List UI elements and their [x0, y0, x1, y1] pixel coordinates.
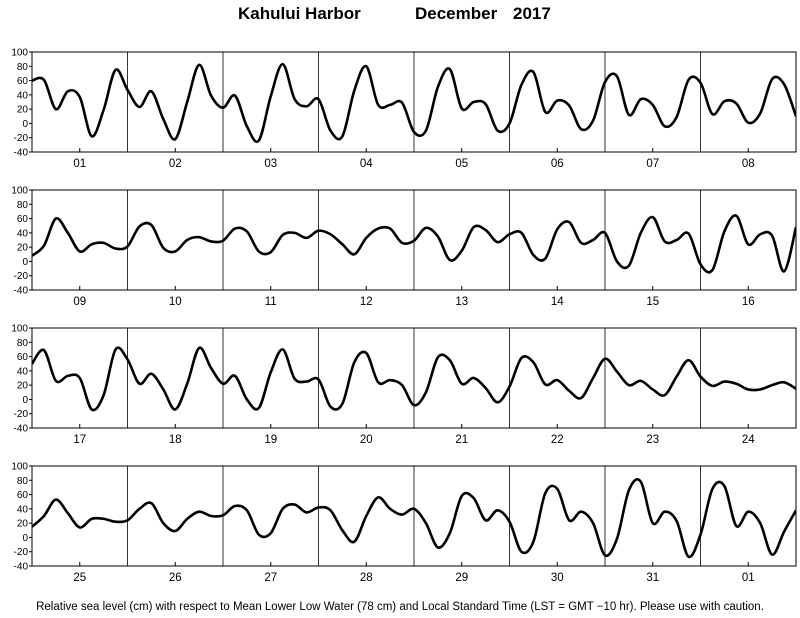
tide-curve — [32, 346, 796, 412]
y-tick-label: 60 — [17, 490, 29, 501]
tide-curve — [32, 62, 796, 143]
tide-curve — [32, 478, 796, 559]
y-tick-label: -20 — [14, 547, 29, 558]
day-label: 18 — [169, 434, 182, 446]
y-tick-label: 40 — [17, 228, 29, 239]
y-tick-label: 20 — [17, 519, 29, 530]
y-tick-label: -20 — [14, 409, 29, 420]
day-label: 12 — [360, 296, 373, 308]
day-label: 16 — [742, 296, 755, 308]
day-label: 04 — [360, 158, 373, 170]
y-tick-label: -20 — [14, 271, 29, 282]
chart-title-year: 2017 — [513, 4, 551, 23]
day-label: 29 — [455, 572, 468, 584]
y-tick-label: 60 — [17, 214, 29, 225]
y-tick-label: 80 — [17, 62, 29, 73]
y-tick-label: 80 — [17, 338, 29, 349]
y-tick-label: -40 — [14, 148, 29, 159]
day-label: 03 — [264, 158, 277, 170]
y-tick-label: 20 — [17, 381, 29, 392]
day-label: 13 — [455, 296, 468, 308]
tide-curve — [32, 214, 796, 274]
y-tick-label: 80 — [17, 476, 29, 487]
y-tick-label: -40 — [14, 562, 29, 573]
y-tick-label: 60 — [17, 352, 29, 363]
day-label: 30 — [551, 572, 564, 584]
day-label: 26 — [169, 572, 182, 584]
day-label: 25 — [73, 572, 86, 584]
day-label: 09 — [73, 296, 86, 308]
y-tick-label: 100 — [11, 186, 28, 197]
y-tick-label: 20 — [17, 105, 29, 116]
y-tick-label: 40 — [17, 504, 29, 515]
y-tick-label: 0 — [22, 533, 28, 544]
day-label: 01 — [742, 572, 755, 584]
y-tick-label: 80 — [17, 200, 29, 211]
day-label: 24 — [742, 434, 755, 446]
day-label: 22 — [551, 434, 564, 446]
y-tick-label: 0 — [22, 395, 28, 406]
day-label: 10 — [169, 296, 182, 308]
day-label: 08 — [742, 158, 755, 170]
y-tick-label: 20 — [17, 243, 29, 254]
day-label: 02 — [169, 158, 182, 170]
day-label: 14 — [551, 296, 564, 308]
day-label: 15 — [646, 296, 659, 308]
day-label: 06 — [551, 158, 564, 170]
chart-title-station: Kahului Harbor — [238, 4, 361, 23]
y-tick-label: 0 — [22, 119, 28, 130]
y-tick-label: 40 — [17, 90, 29, 101]
day-label: 17 — [73, 434, 86, 446]
day-label: 31 — [646, 572, 659, 584]
day-label: 28 — [360, 572, 373, 584]
y-tick-label: -40 — [14, 424, 29, 435]
day-label: 05 — [455, 158, 468, 170]
day-label: 21 — [455, 434, 468, 446]
y-tick-label: 100 — [11, 462, 28, 473]
y-tick-label: -40 — [14, 286, 29, 297]
y-tick-label: 100 — [11, 324, 28, 335]
y-tick-label: 0 — [22, 257, 28, 268]
day-label: 07 — [646, 158, 659, 170]
day-label: 11 — [265, 296, 277, 308]
day-label: 01 — [73, 158, 86, 170]
y-tick-label: -20 — [14, 133, 29, 144]
y-tick-label: 60 — [17, 76, 29, 87]
day-label: 20 — [360, 434, 373, 446]
y-tick-label: 100 — [11, 48, 28, 59]
footer-note: Relative sea level (cm) with respect to … — [36, 601, 764, 613]
chart-title-month: December — [415, 4, 498, 23]
y-tick-label: 40 — [17, 366, 29, 377]
day-label: 23 — [646, 434, 659, 446]
day-label: 27 — [264, 572, 277, 584]
day-label: 19 — [264, 434, 277, 446]
